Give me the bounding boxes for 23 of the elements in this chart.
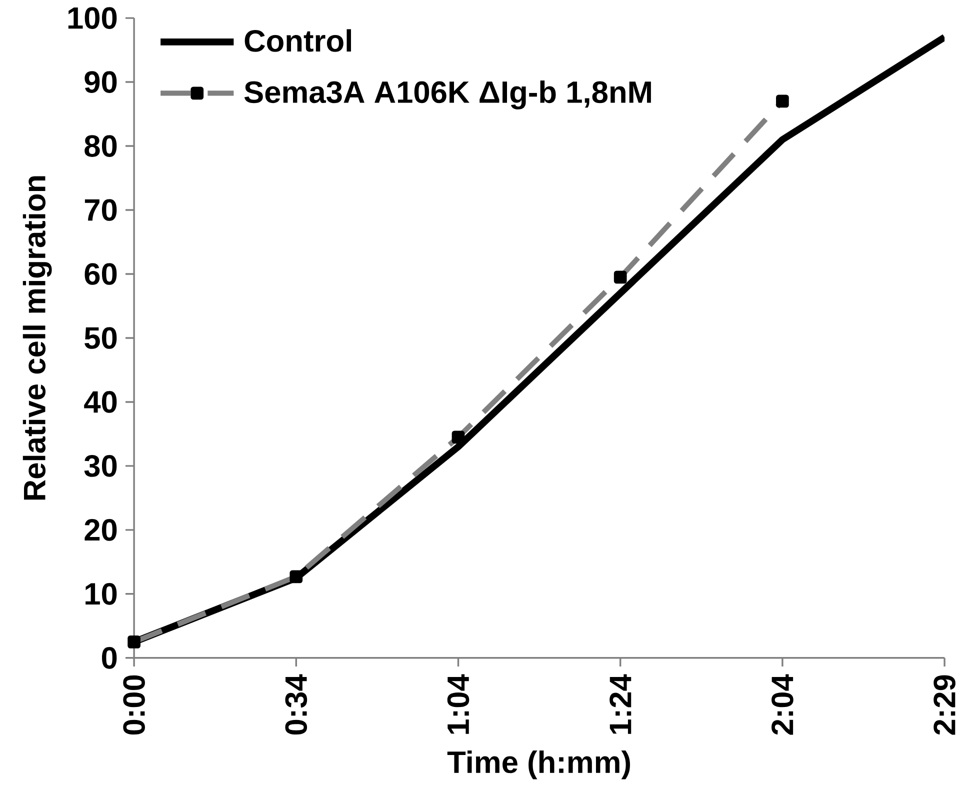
x-axis-title: Time (h:mm) bbox=[447, 750, 630, 780]
y-tick-label: 40 bbox=[84, 390, 117, 413]
y-tick-label: 80 bbox=[84, 135, 117, 157]
y-tick-label: 90 bbox=[84, 71, 117, 93]
y-tick-label: 10 bbox=[86, 582, 117, 605]
y-axis-title: Relative cell migration bbox=[22, 176, 52, 500]
x-tick-label: 1:04 bbox=[447, 674, 470, 734]
y-tick-label: 70 bbox=[84, 199, 117, 221]
x-tick-label: 2:04 bbox=[772, 674, 794, 735]
legend-label: Control bbox=[244, 29, 351, 52]
y-tick-label: 20 bbox=[84, 518, 117, 541]
point bbox=[290, 570, 303, 583]
x-tick-label: 0:00 bbox=[123, 675, 145, 734]
y-tick-label: 60 bbox=[84, 263, 117, 285]
legend-label: Sema3A A106K ΔIg-b 1,8nM bbox=[244, 80, 651, 110]
y-tick-label: 0 bbox=[102, 646, 117, 669]
x-tick-label: 2:29 bbox=[934, 675, 956, 735]
y-tick-label: 30 bbox=[84, 454, 117, 477]
x-tick-label: 0:34 bbox=[285, 674, 308, 734]
y-tick-label: 50 bbox=[84, 326, 117, 349]
x-tick-label: 1:24 bbox=[610, 674, 632, 734]
point bbox=[128, 635, 140, 648]
y-tick-label: 100 bbox=[68, 7, 117, 29]
